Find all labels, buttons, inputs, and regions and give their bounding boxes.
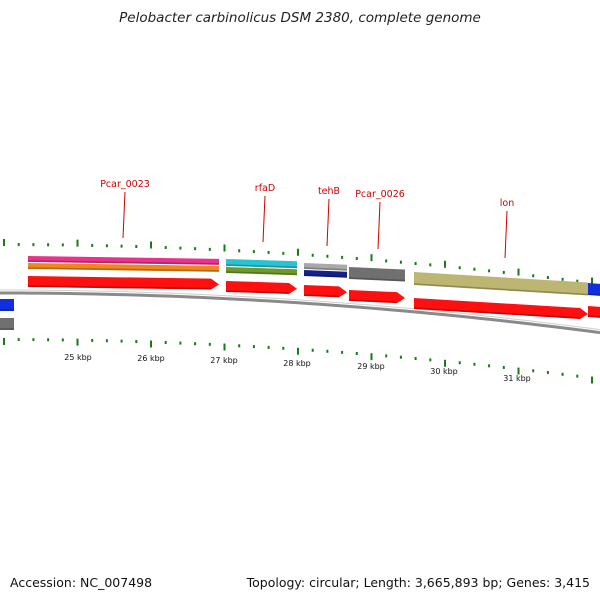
cds-pcar-0026 [349, 290, 405, 304]
feature-magenta [28, 256, 219, 265]
feature-orange-shade [27, 267, 220, 272]
feature-olive [226, 267, 297, 276]
feature-khaki-lon-shade [413, 283, 589, 296]
genome-backbone [0, 289, 600, 335]
scale-label-1: 26 kbp [137, 354, 165, 363]
gene-leader-1 [262, 195, 266, 243]
accession-label: Accession: NC_007498 [10, 575, 153, 590]
cds-right-edge-shade [587, 315, 600, 318]
feature-blue-right-shade [587, 293, 600, 296]
feature-orange [28, 263, 219, 272]
gene-leader-4 [504, 210, 508, 259]
gene-label-1: rfaD [255, 183, 275, 194]
tick-row-top [3, 239, 593, 285]
scale-label-3: 28 kbp [283, 359, 311, 368]
feature-navy-shade [303, 274, 348, 278]
gene-label-0: Pcar_0023 [100, 179, 150, 190]
cds-lon [414, 298, 588, 319]
feature-khaki-lon [414, 272, 588, 296]
gene-label-3: Pcar_0026 [355, 189, 405, 200]
cds-rfad-shade [225, 290, 290, 294]
feature-grey-tehb-shade [303, 267, 348, 271]
cds-pcar-0023 [28, 276, 219, 290]
cds-tehb [304, 285, 347, 298]
cds-rfad [226, 281, 297, 294]
scale-label-0: 25 kbp [64, 353, 92, 362]
cds-lon-shade [413, 307, 581, 319]
tick-row-bottom [3, 338, 593, 384]
map-title: Pelobacter carbinolicus DSM 2380, comple… [119, 10, 481, 26]
gene-label-2: tehB [318, 186, 340, 197]
feature-magenta-shade [27, 260, 220, 265]
feature-grey-pcar-0026 [349, 267, 405, 282]
scale-label-6: 31 kbp [503, 374, 531, 383]
feature-blue-left [0, 299, 14, 312]
gene-label-4: lon [500, 198, 514, 209]
backbone-highlight [0, 289, 600, 331]
scale-label-4: 29 kbp [357, 362, 385, 371]
genome-summary: Topology: circular; Length: 3,665,893 bp… [246, 575, 590, 590]
feature-tracks [0, 256, 600, 331]
scale-label-2: 27 kbp [210, 356, 238, 365]
feature-cyan [226, 259, 297, 269]
cds-pcar-0023-shade [27, 285, 212, 290]
feature-navy [304, 270, 347, 278]
feature-olive-shade [225, 271, 298, 275]
scale-label-5: 30 kbp [430, 367, 458, 376]
feature-grey-pcar-0026-shade [348, 277, 406, 282]
feature-blue-right [588, 283, 600, 296]
feature-cyan-shade [225, 264, 298, 268]
cds-tehb-shade [303, 294, 340, 298]
feature-grey-left [0, 318, 14, 331]
gene-leader-0 [122, 191, 126, 239]
cds-pcar-0026-shade [348, 299, 398, 303]
gene-leader-3 [377, 201, 381, 250]
scale-labels: 25 kbp 26 kbp 27 kbp 28 kbp 29 kbp 30 kbp 31 k… [64, 353, 531, 383]
cds-right-edge [588, 306, 600, 318]
feature-grey-tehb [304, 263, 347, 271]
backbone-line [0, 291, 600, 335]
gene-leader-2 [326, 198, 330, 247]
